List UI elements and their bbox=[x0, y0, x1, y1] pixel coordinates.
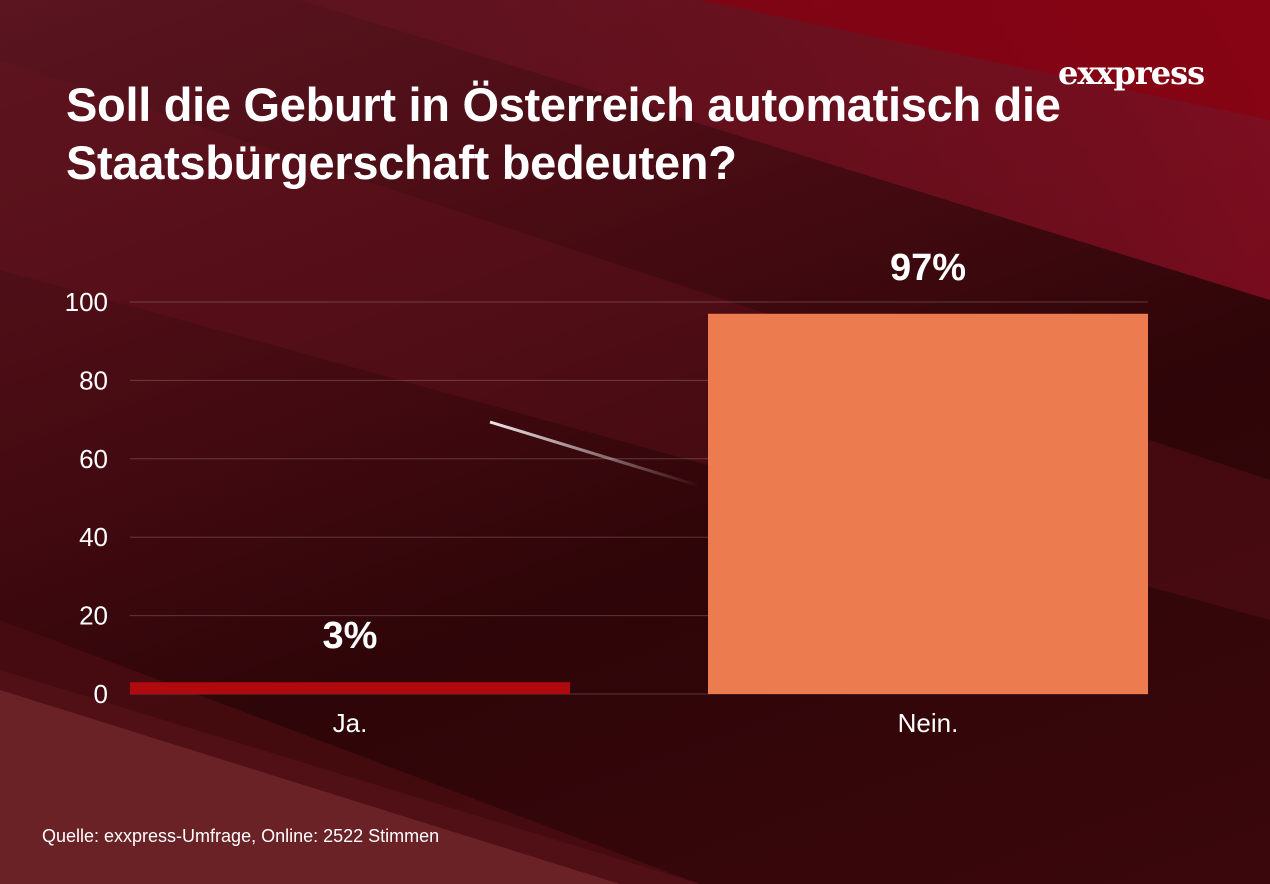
y-tick-label: 80 bbox=[79, 365, 108, 395]
bar-nein bbox=[708, 313, 1148, 694]
y-tick-label: 20 bbox=[79, 601, 108, 631]
x-tick-label: Nein. bbox=[898, 708, 959, 738]
y-tick-label: 0 bbox=[94, 679, 108, 709]
x-tick-label: Ja. bbox=[333, 708, 368, 738]
data-label: 3% bbox=[323, 615, 378, 657]
bar-ja bbox=[130, 682, 570, 694]
y-tick-label: 60 bbox=[79, 444, 108, 474]
y-tick-label: 40 bbox=[79, 522, 108, 552]
y-tick-label: 100 bbox=[65, 287, 108, 317]
chart-title: Soll die Geburt in Österreich automatisc… bbox=[66, 78, 1061, 189]
source-note: Quelle: exxpress-Umfrage, Online: 2522 S… bbox=[42, 826, 440, 846]
exxpress-logo: exxpress bbox=[1058, 54, 1205, 92]
data-label: 97% bbox=[890, 247, 966, 289]
